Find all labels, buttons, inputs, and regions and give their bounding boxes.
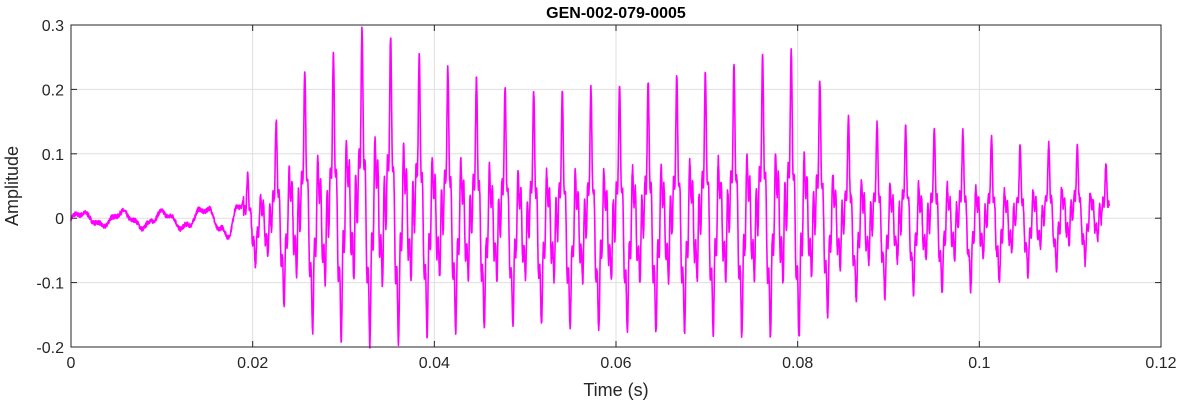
x-tick-label: 0 [67,355,76,372]
y-tick-labels: -0.2 -0.1 0 0.1 0.2 0.3 [36,18,64,357]
y-tick-label: 0.1 [42,147,64,164]
y-tick-label: 0.2 [42,82,64,99]
x-tick-label: 0.12 [1145,355,1176,372]
y-tick-label: -0.1 [36,276,64,293]
y-axis-label: Amplitude [2,146,22,226]
x-tick-label: 0.1 [968,355,990,372]
y-tick-label: -0.2 [36,340,64,357]
x-tick-labels: 0 0.02 0.04 0.06 0.08 0.1 0.12 [67,355,1177,372]
series-line [70,26,1111,349]
series-layer [70,26,1111,349]
chart-title: GEN-002-079-0005 [546,5,686,22]
x-tick-label: 0.08 [782,355,813,372]
y-tick-label: 0.3 [42,18,64,35]
x-tick-label: 0.06 [600,355,631,372]
y-tick-label: 0 [55,211,64,228]
x-axis-label: Time (s) [583,380,648,400]
x-tick-label: 0.04 [419,355,450,372]
tick-marks [70,24,1162,348]
x-tick-label: 0.02 [237,355,268,372]
